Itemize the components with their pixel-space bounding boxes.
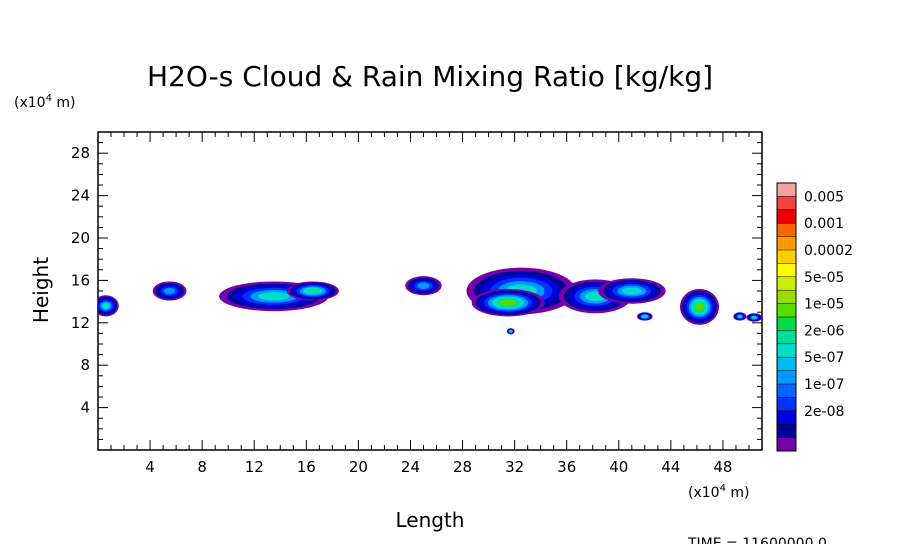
cloud-contour [306,288,320,294]
cloud-blob [637,312,653,321]
y-tick-label: 12 [71,314,90,332]
y-tick-label: 28 [71,144,90,162]
colorbar-label: 0.0002 [804,243,853,259]
cloud-blob [219,281,329,312]
colorbar-swatch [777,303,796,318]
colorbar-swatch [777,276,796,291]
time-label: TIME = 11600000.0 [687,536,827,544]
cloud-contour [102,302,110,309]
cloud-contour [695,302,704,311]
x-unit-label: (x104 m) [688,483,750,501]
y-tick-label: 4 [80,399,90,417]
colorbar-label: 2e-06 [804,323,844,339]
y-tick-label: 24 [71,187,90,205]
colorbar-swatch [777,384,796,398]
x-tick-label: 4 [145,458,155,476]
cloud-contour [163,287,176,295]
colorbar-swatch [777,330,796,345]
colorbar-label: 1e-05 [804,297,844,313]
x-tick-label: 16 [297,458,316,476]
colorbar-swatch [777,437,796,452]
cloud-blob [733,312,747,321]
colorbar-label: 1e-07 [804,377,844,393]
colorbar-swatch [777,183,796,197]
x-tick-label: 20 [349,458,368,476]
x-axis-ticks: 4 8 12 16 20 24 28 32 36 40 44 48 [110,132,750,476]
colorbar-label: 0.005 [804,189,844,205]
cloud-contour [417,282,430,289]
x-tick-label: 32 [505,458,524,476]
cloud-blob [679,288,720,325]
colorbar-swatch [777,290,796,304]
y-tick-label: 20 [71,229,90,247]
cloud-contour [258,292,290,301]
colorbar-swatch [777,196,796,211]
plot-area [97,131,763,451]
colorbar-legend: 0.005 0.001 0.0002 5e-05 1e-05 2e-06 5e-07 1e-0… [776,182,853,452]
cloud-contour [738,315,742,318]
colorbar-swatch [777,343,796,358]
colorbar-swatch [777,424,796,438]
colorbar-swatch [777,370,796,385]
cloud-blob [405,276,442,296]
x-tick-label: 44 [661,458,680,476]
cloud-blob [471,288,545,317]
cloud-blob [506,328,515,335]
x-tick-label: 28 [453,458,472,476]
x-tick-label: 8 [197,458,207,476]
cloud-blob [746,313,762,322]
cloud-blob [152,281,187,301]
colorbar-swatch [777,263,796,278]
cloud-contour [751,316,757,319]
x-tick-label: 40 [609,458,628,476]
colorbar-swatch [777,317,796,331]
y-tick-label: 16 [71,271,90,289]
chart-title: H2O-s Cloud & Rain Mixing Ratio [kg/kg] [147,60,713,93]
colorbar-label: 5e-05 [804,270,844,286]
y-axis-ticks: 4 8 12 16 20 24 28 [71,142,762,440]
cloud-blob [286,281,339,301]
colorbar-swatch [777,250,796,264]
y-axis-label: Height [29,257,53,323]
colorbar-swatch [777,209,796,224]
x-tick-label: 36 [557,458,576,476]
y-unit-label: (x104 m) [14,93,76,111]
colorbar-swatch [777,357,796,371]
colorbar-swatch [777,236,796,251]
cloud-blob [597,278,666,304]
cloud-contour [500,299,517,306]
x-tick-label: 48 [713,458,732,476]
colorbar-label: 5e-07 [804,350,844,366]
cloud-contour [509,330,512,333]
x-tick-label: 24 [401,458,420,476]
colorbar-label: 0.001 [804,216,844,232]
y-tick-label: 8 [80,356,90,374]
cloud-contour [622,287,642,295]
cloud-contour [642,315,647,318]
x-tick-label: 12 [245,458,264,476]
colorbar-swatch [777,223,796,237]
colorbar-swatch [777,397,796,412]
colorbar-label: 2e-08 [804,404,844,420]
cloud-blob [98,295,119,317]
cloud-field [98,267,762,335]
x-axis-label: Length [396,508,465,532]
colorbar-swatch [777,410,796,425]
